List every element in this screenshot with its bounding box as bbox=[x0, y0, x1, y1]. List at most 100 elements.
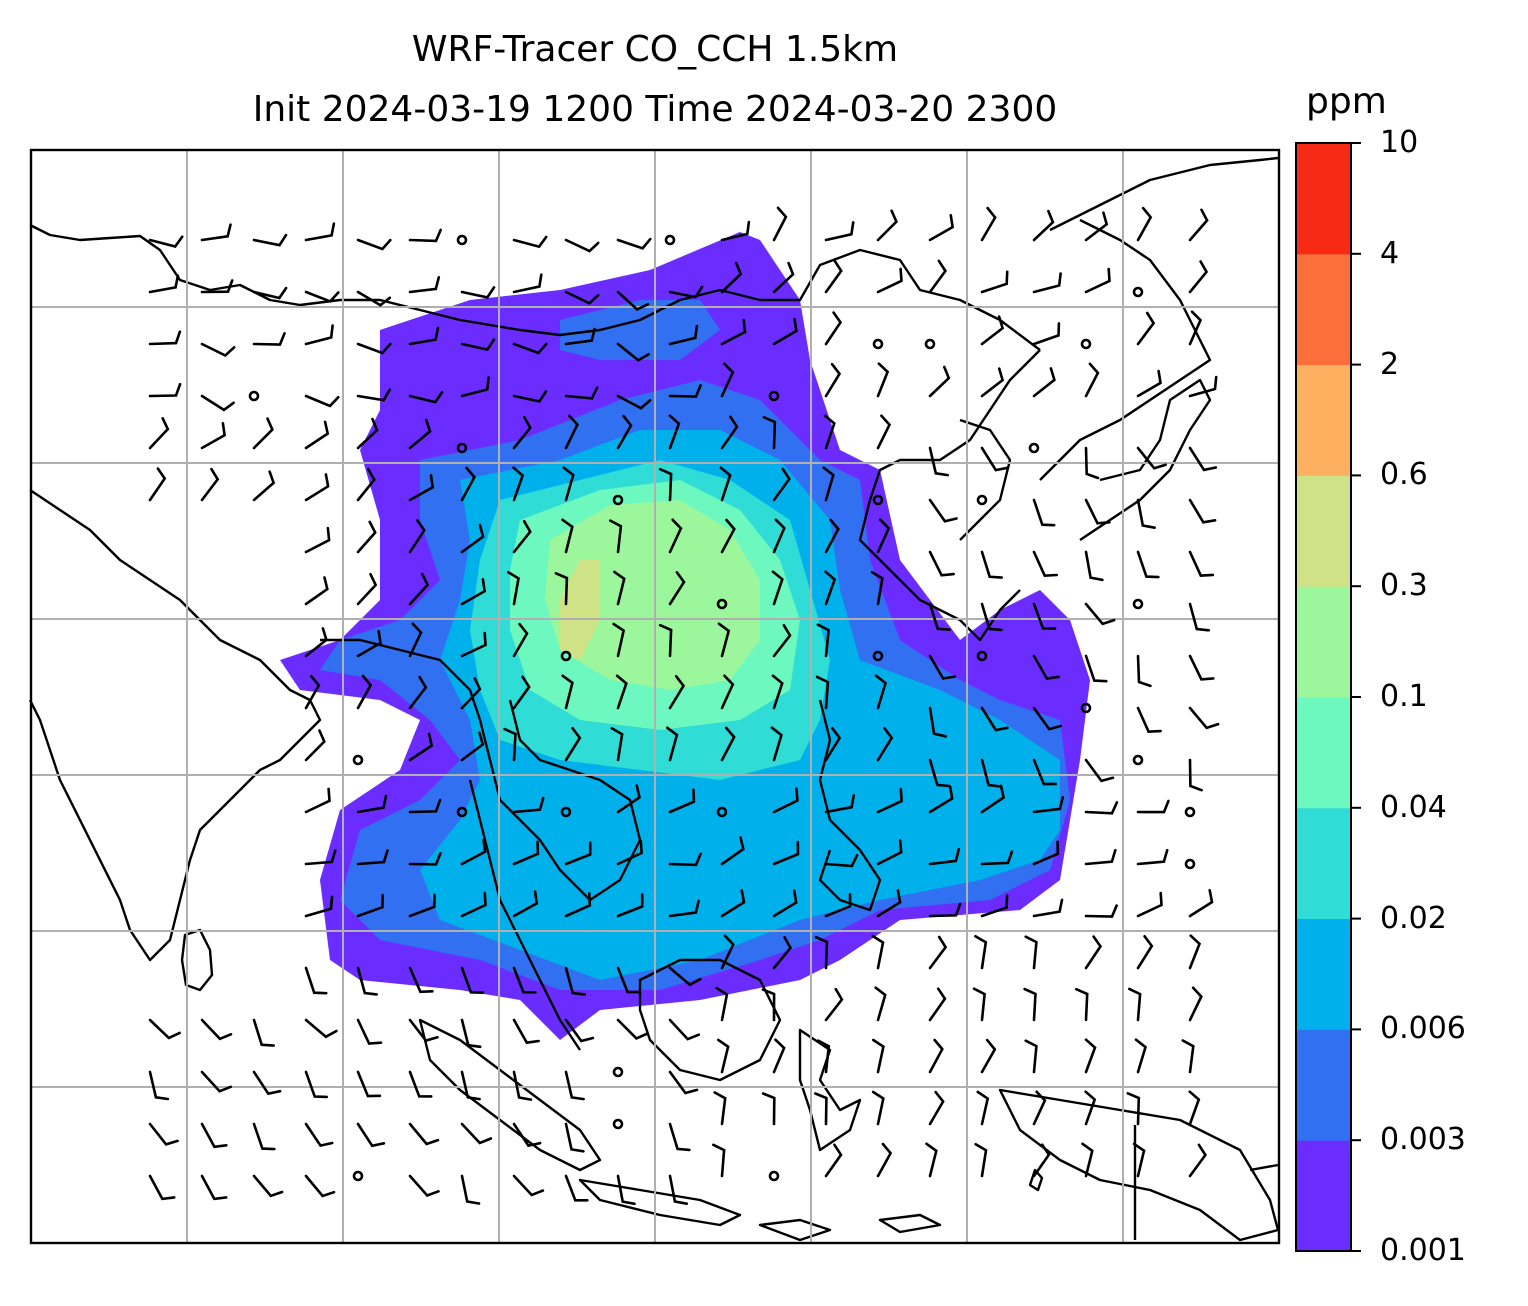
wind-barb bbox=[928, 498, 958, 523]
calm-marker bbox=[716, 598, 728, 610]
wind-barb bbox=[1032, 796, 1065, 814]
wind-barb bbox=[1188, 934, 1202, 970]
wind-barb bbox=[356, 629, 382, 658]
wind-barb bbox=[408, 418, 432, 450]
wind-barb bbox=[823, 414, 836, 450]
wind-barb bbox=[871, 934, 885, 970]
wind-barb bbox=[1136, 311, 1156, 346]
wind-barb bbox=[1181, 1039, 1195, 1074]
wind-barb bbox=[1023, 987, 1037, 1022]
wind-barb bbox=[824, 311, 843, 346]
colorbar-tick-label: 0.02 bbox=[1380, 900, 1447, 936]
wind-barb bbox=[668, 324, 699, 346]
wind-barb bbox=[408, 1070, 433, 1098]
wind-barb bbox=[1032, 602, 1057, 630]
wind-barb bbox=[668, 788, 696, 814]
wind-barb bbox=[616, 394, 652, 410]
calm-marker bbox=[976, 650, 988, 662]
wind-barb bbox=[668, 518, 683, 554]
wind-barb bbox=[460, 338, 496, 352]
wind-barb bbox=[770, 726, 783, 762]
wind-barb bbox=[460, 376, 490, 398]
wind-barb bbox=[200, 394, 235, 412]
calm-marker bbox=[768, 390, 780, 402]
wind-barb bbox=[460, 631, 487, 658]
wind-barb bbox=[609, 519, 623, 554]
wind-barb bbox=[1084, 602, 1116, 626]
wind-barb bbox=[1188, 1143, 1207, 1178]
wind-barb bbox=[980, 206, 997, 242]
wind-barb bbox=[564, 414, 579, 450]
wind-barb bbox=[668, 966, 702, 987]
wind-barb bbox=[408, 1122, 440, 1146]
wind-barb bbox=[1188, 260, 1209, 294]
wind-barb bbox=[668, 571, 686, 606]
wind-barb bbox=[668, 852, 702, 867]
wind-barb bbox=[408, 326, 440, 346]
map-gridlines bbox=[31, 150, 1279, 1243]
wind-barb bbox=[512, 675, 531, 710]
wind-barb bbox=[720, 362, 735, 398]
wind-barb bbox=[1084, 1038, 1097, 1074]
wind-barb bbox=[824, 727, 842, 762]
concentration-field bbox=[280, 232, 1090, 1040]
contour-0.3 bbox=[560, 560, 600, 660]
wind-barb bbox=[252, 417, 274, 450]
wind-barb bbox=[1084, 211, 1109, 242]
wind-barb bbox=[717, 622, 731, 658]
wind-barb bbox=[761, 1092, 776, 1126]
wind-barb bbox=[668, 285, 704, 299]
wind-barb bbox=[1081, 1142, 1094, 1178]
wind-barb bbox=[980, 602, 1003, 632]
wind-barb bbox=[980, 315, 1005, 346]
wind-barb bbox=[408, 228, 442, 243]
wind-barb bbox=[928, 214, 955, 242]
wind-barb bbox=[304, 526, 331, 554]
wind-barb bbox=[772, 1038, 786, 1074]
wind-barb bbox=[1084, 362, 1100, 398]
wind-barb bbox=[408, 572, 430, 606]
wind-barb bbox=[616, 1174, 636, 1206]
map-subtitle: Init 2024-03-19 1200 Time 2024-03-20 230… bbox=[252, 89, 1058, 130]
calm-marker bbox=[1184, 858, 1196, 870]
wind-barb bbox=[148, 382, 182, 398]
wind-barb bbox=[1032, 1143, 1051, 1178]
wind-barb bbox=[1134, 1038, 1148, 1074]
wind-barb bbox=[304, 420, 330, 450]
wind-barb bbox=[1032, 706, 1063, 731]
wind-barb bbox=[460, 891, 487, 918]
wind-barb bbox=[928, 259, 947, 294]
colorbar-segment bbox=[1296, 253, 1351, 366]
wind-barb bbox=[972, 987, 986, 1022]
wind-barb bbox=[460, 1018, 482, 1049]
wind-barb bbox=[616, 966, 641, 994]
colorbar-segment bbox=[1296, 697, 1351, 809]
wind-barb bbox=[720, 934, 735, 970]
calm-marker bbox=[560, 650, 572, 662]
wind-barb bbox=[304, 787, 331, 814]
wind-barb bbox=[148, 417, 170, 450]
wind-barb bbox=[200, 1174, 228, 1201]
wind-barb bbox=[561, 518, 574, 554]
calm-marker bbox=[352, 754, 364, 766]
wind-barb bbox=[1032, 272, 1062, 294]
wind-barb bbox=[460, 1070, 481, 1101]
wind-barb bbox=[876, 727, 894, 762]
wind-barb bbox=[668, 384, 702, 398]
wind-barb bbox=[304, 576, 329, 606]
wind-barb bbox=[304, 849, 337, 866]
wind-barbs bbox=[148, 206, 1220, 1206]
colorbar-segment bbox=[1296, 918, 1351, 1030]
calm-marker bbox=[456, 234, 468, 246]
wind-barb bbox=[1084, 1090, 1097, 1126]
wind-barb bbox=[460, 1174, 481, 1205]
wind-barb bbox=[408, 622, 423, 658]
wind-barb bbox=[824, 259, 843, 294]
wind-barb bbox=[666, 726, 679, 762]
wind-barb bbox=[1084, 848, 1117, 866]
wind-barb bbox=[304, 394, 340, 408]
wind-barb bbox=[1084, 935, 1103, 970]
wind-barb bbox=[816, 623, 830, 658]
wind-barb bbox=[252, 1174, 284, 1198]
